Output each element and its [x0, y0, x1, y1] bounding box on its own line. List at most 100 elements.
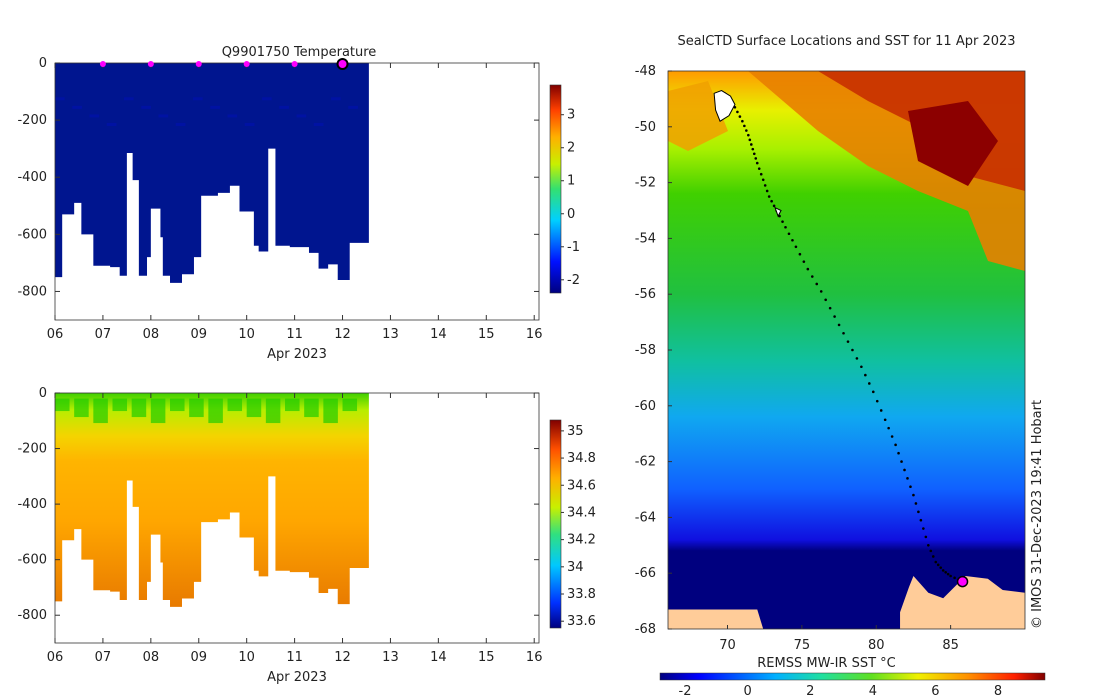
temperature-cell	[244, 122, 255, 126]
current-profile-marker	[336, 58, 349, 70]
track-point	[953, 576, 956, 580]
y-tick-label: -600	[17, 227, 47, 242]
track-point	[909, 485, 912, 489]
y-tick-label: 0	[39, 56, 47, 71]
credit-text: © IMOS 31-Dec-2023 19:41 Hobart	[1030, 400, 1045, 629]
track-point	[917, 510, 920, 514]
track-point	[736, 110, 739, 114]
y-tick-label: -64	[635, 510, 656, 525]
track-point	[846, 340, 850, 343]
data-region	[55, 393, 369, 607]
temperature-cell	[124, 97, 134, 101]
salinity-section-panel: 06 07 08 09 10 11 12 13 14 15 16 Apr 2023 0 -200 -400 -…	[17, 386, 595, 685]
x-tick-label: 13	[382, 650, 399, 665]
track-point	[798, 252, 802, 256]
x-tick-label: 12	[334, 327, 351, 342]
track-point	[927, 544, 930, 547]
temperature-cell	[313, 122, 324, 126]
track-point	[757, 167, 761, 170]
y-tick-label: -68	[635, 622, 656, 637]
track-point	[787, 232, 791, 236]
colorbar-tick-label: 1	[567, 174, 575, 189]
temperature-cell	[210, 105, 220, 109]
salinity-cell	[170, 398, 185, 412]
track-point	[802, 260, 806, 263]
track-point	[842, 331, 845, 335]
track-point	[761, 178, 765, 182]
track-point	[754, 157, 758, 160]
y-tick-label: -600	[17, 553, 47, 568]
x-tick-label: 09	[190, 650, 207, 665]
track-point	[806, 267, 810, 271]
x-axis-label: Apr 2023	[267, 670, 327, 685]
track-point	[939, 566, 943, 569]
y-tick-label: -58	[635, 343, 656, 358]
track-point	[903, 468, 906, 472]
chart-title: SealCTD Surface Locations and SST for 11…	[677, 34, 1015, 49]
antarctic-coast	[668, 575, 1025, 629]
temperature-cell	[158, 114, 169, 118]
y-tick-label: -200	[17, 442, 47, 457]
x-tick-label: 10	[238, 327, 255, 342]
track-point	[914, 502, 918, 505]
colorbar-tick-label: 34.6	[567, 478, 596, 493]
x-tick-label: 09	[190, 327, 207, 342]
track-point	[897, 451, 900, 455]
track-point	[767, 195, 771, 198]
salinity-cell	[74, 398, 89, 418]
temperature-cell	[141, 105, 151, 109]
salinity-cell	[323, 398, 338, 424]
temperature-cell	[296, 114, 307, 118]
track-point	[791, 238, 794, 242]
plot-frame	[54, 392, 540, 644]
track-point	[751, 147, 755, 151]
temperature-cell	[193, 97, 203, 101]
track-point	[810, 275, 814, 278]
colorbar-tick-label: 33.8	[567, 587, 596, 602]
temperature-cell	[348, 105, 358, 109]
salinity-cell	[55, 398, 70, 412]
track-point	[936, 563, 940, 567]
x-tick-label: 14	[430, 650, 447, 665]
track-point	[906, 477, 909, 480]
track-point	[750, 143, 753, 146]
y-tick-label: -400	[17, 497, 47, 512]
profile-marker	[99, 61, 106, 67]
x-tick-label: 08	[143, 327, 160, 342]
salinity-cell	[246, 398, 262, 418]
x-tick-label: 80	[868, 638, 885, 653]
track-point	[752, 152, 756, 156]
colorbar	[659, 672, 1046, 681]
temperature-cell	[331, 97, 341, 101]
data-region	[55, 63, 369, 283]
x-tick-label: 75	[794, 638, 811, 653]
temperature-cell	[55, 97, 65, 101]
y-tick-label: 0	[39, 386, 47, 401]
y-tick-label: -800	[17, 608, 47, 623]
x-tick-label: 85	[942, 638, 959, 653]
track-point	[864, 373, 867, 377]
salinity-cell	[189, 398, 204, 418]
y-tick-label: -48	[635, 64, 656, 79]
x-axis-label: Apr 2023	[267, 347, 327, 362]
colorbar-tick-label: 34.4	[567, 505, 596, 520]
track-point	[946, 572, 950, 576]
temperature-cell	[279, 105, 289, 109]
track-point	[871, 390, 875, 394]
x-tick-label: 08	[143, 650, 160, 665]
salinity-cell	[150, 398, 166, 424]
salinity-cell	[131, 398, 147, 418]
track-point	[781, 220, 784, 223]
track-point	[941, 569, 945, 572]
track-point	[828, 306, 832, 310]
track-point	[770, 199, 773, 203]
x-tick-label: 07	[95, 327, 112, 342]
track-point	[944, 570, 947, 574]
track-point	[860, 365, 863, 369]
salinity-cell	[265, 398, 281, 424]
x-tick-label: 11	[286, 650, 303, 665]
colorbar-tick-label: -2	[567, 273, 580, 288]
y-tick-label: -200	[17, 113, 47, 128]
x-tick-label: 16	[526, 327, 543, 342]
